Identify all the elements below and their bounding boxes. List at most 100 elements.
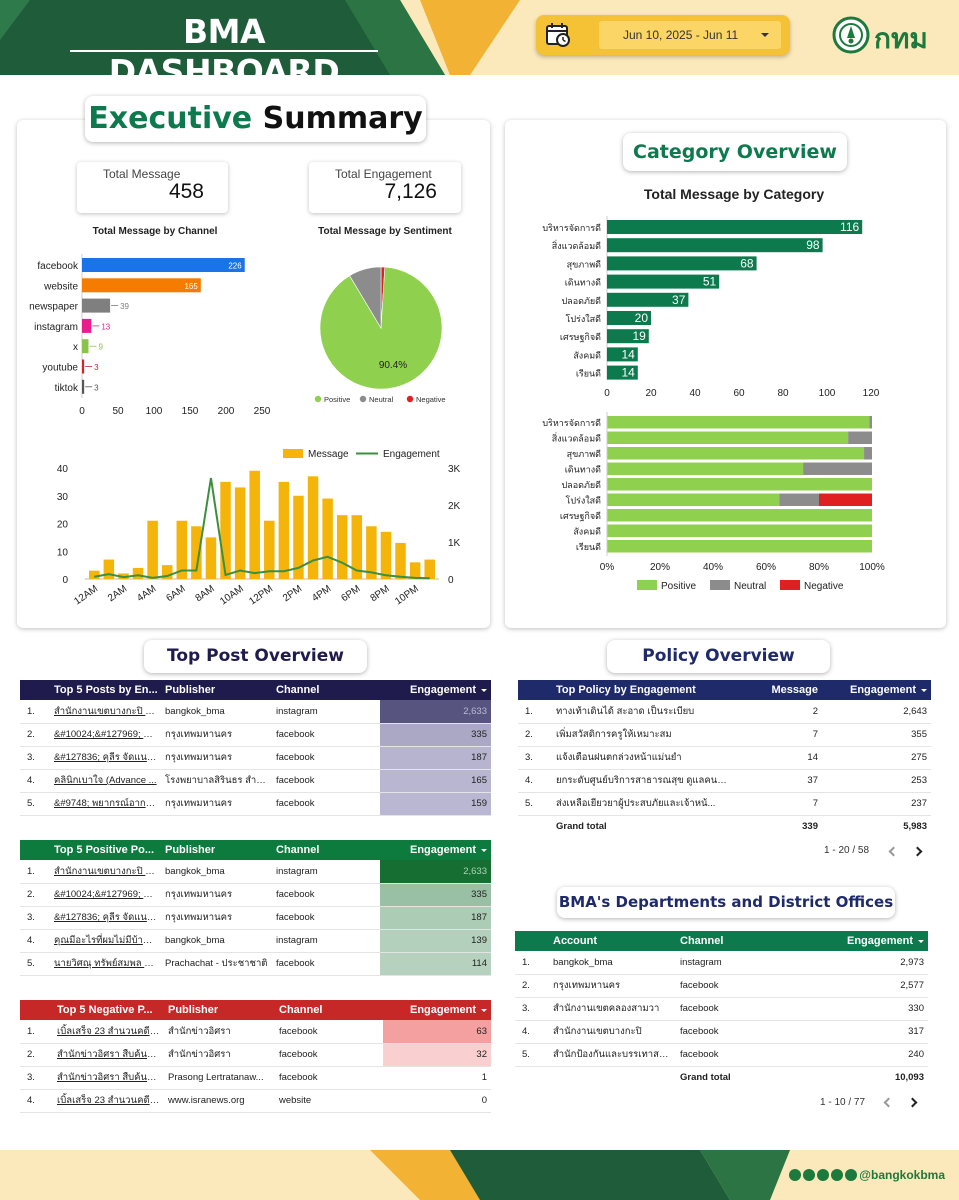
category-label: x xyxy=(73,342,78,353)
col-post[interactable]: Top 5 Negative P... xyxy=(57,1004,153,1016)
data-label: 3 xyxy=(94,383,99,392)
row-index: 3. xyxy=(518,746,552,770)
table-row[interactable]: 3. &#127836; คุลีร จัดแนว... กรุงเทพมหานคร… xyxy=(20,906,491,930)
table-row[interactable]: 1. bangkok_bma instagram 2,973 xyxy=(515,951,928,975)
bar xyxy=(607,238,823,253)
x-tick-label: 10AM xyxy=(218,583,246,607)
col-engagement[interactable]: Engagement xyxy=(383,1000,491,1020)
chevron-right-icon[interactable] xyxy=(912,846,923,857)
blank-cell xyxy=(515,1066,549,1089)
table-row[interactable]: 4. คลินิกเบาใจ (Advance ... โรงพยาบาลสิริน… xyxy=(20,769,491,793)
category-label: เดินทางดี xyxy=(565,465,601,475)
bar xyxy=(103,559,115,579)
x-tick-label: 40 xyxy=(689,388,701,399)
table-row[interactable]: 4. สำนักงานเขตบางกะปิ facebook 317 xyxy=(515,1020,928,1044)
col-engagement[interactable]: Engagement xyxy=(822,680,931,700)
grand-total-engagement: 10,093 xyxy=(894,1072,924,1084)
legend-label: Neutral xyxy=(369,395,394,404)
data-label: 226 xyxy=(228,262,242,271)
bar xyxy=(607,365,638,380)
col-channel[interactable]: Channel xyxy=(276,684,320,696)
table-row[interactable]: 3. แจ้งเตือนฝนตกล่วงหน้าแม่นยำ 14 275 xyxy=(518,746,931,770)
row-index: 5. xyxy=(518,792,552,816)
table-row[interactable]: 5. &#9748; พยากรณ์อากา... กรุงเทพมหานคร fac… xyxy=(20,792,491,816)
channel-cell: facebook xyxy=(275,1043,383,1067)
table-row[interactable]: 3. สำนักงานเขตคลองสามวา facebook 330 xyxy=(515,997,928,1021)
header-bar: BMA DASHBOARD Jun 10, 2025 - Jun 11 กทม xyxy=(0,0,959,75)
table-row[interactable]: 1. เบิ้ลเสร็จ 23 สำนวนคดี! เจ... สำนักข่าว… xyxy=(20,1020,491,1044)
legend-marker xyxy=(359,395,367,403)
youtube-icon[interactable] xyxy=(831,1169,844,1181)
col-engagement[interactable]: Engagement xyxy=(380,680,491,700)
chevron-left-icon[interactable] xyxy=(888,846,899,857)
x-tick-label: 80% xyxy=(809,562,829,573)
table-row[interactable]: 2. กรุงเทพมหานคร facebook 2,577 xyxy=(515,974,928,998)
row-index: 3. xyxy=(20,746,50,770)
table-row[interactable]: 3. สำนักข่าวอิศรา สืบค้นข้อมู... Prasong L… xyxy=(20,1066,491,1090)
x-icon[interactable] xyxy=(789,1169,802,1181)
table-row[interactable]: 2. สำนักข่าวอิศรา สืบค้นข้อมู... สำนักข่าว… xyxy=(20,1043,491,1067)
chevron-left-icon[interactable] xyxy=(883,1097,894,1108)
col-channel[interactable]: Channel xyxy=(680,935,724,947)
row-index: 3. xyxy=(20,1066,53,1090)
account-cell: กรุงเทพมหานคร xyxy=(549,974,676,998)
table-row[interactable]: 1. สำนักงานเขตบางกะปิ ตรว... bangkok_bma in… xyxy=(20,700,491,724)
stacked-bar-segment xyxy=(607,431,849,444)
col-engagement[interactable]: Engagement xyxy=(380,840,491,860)
col-publisher[interactable]: Publisher xyxy=(165,844,216,856)
col-policy[interactable]: Top Policy by Engagement xyxy=(556,684,696,696)
executive-summary-title: Executive Summary xyxy=(85,96,426,142)
col-post[interactable]: Top 5 Posts by En... xyxy=(54,684,158,696)
pie-slice xyxy=(349,266,382,330)
table-row[interactable]: 5. ส่งเหลือเยียวยาผู้ประสบภัยและเจ้าหน้..… xyxy=(518,792,931,816)
social-handle: @bangkokbma xyxy=(859,1168,945,1182)
bar xyxy=(234,487,246,579)
row-index: 2. xyxy=(20,1043,53,1067)
category-label: สังคมดี xyxy=(573,350,601,360)
col-post[interactable]: Top 5 Positive Po... xyxy=(54,844,155,856)
bar xyxy=(82,359,85,374)
channel-cell: facebook xyxy=(676,997,796,1021)
table-row[interactable]: 2. &#10024;&#127969; กรุงเ... กรุงเทพมหานค… xyxy=(20,883,491,907)
category-label: สุขภาพดี xyxy=(567,259,602,270)
col-engagement[interactable]: Engagement xyxy=(796,931,928,951)
table-row[interactable]: 2. &#10024;&#127969; กรุงเ... กรุงเทพมหานค… xyxy=(20,723,491,747)
instagram-icon[interactable] xyxy=(817,1169,830,1181)
data-label: 14 xyxy=(621,366,635,380)
bar xyxy=(191,526,202,579)
table-row[interactable]: 4. ยกระดับศูนย์บริการสาธารณสุข ดูแลคน ก..… xyxy=(518,769,931,793)
date-range-select[interactable]: Jun 10, 2025 - Jun 11 xyxy=(599,21,781,49)
col-channel[interactable]: Channel xyxy=(276,844,320,856)
chevron-right-icon[interactable] xyxy=(907,1097,918,1108)
col-channel[interactable]: Channel xyxy=(279,1004,323,1016)
table-row[interactable]: 5. สำนักป้องกันและบรรเทาสาธาร... facebook 2… xyxy=(515,1043,928,1067)
x-tick-label: 40% xyxy=(703,562,723,573)
table-row[interactable]: 1. สำนักงานเขตบางกะปิ ตรว... bangkok_bma in… xyxy=(20,860,491,884)
col-publisher[interactable]: Publisher xyxy=(168,1004,219,1016)
table-row[interactable]: 4. เบิ้ลเสร็จ 23 สำนวนคดี! เจ... www.isran… xyxy=(20,1089,491,1113)
y-tick-label: 20 xyxy=(57,520,69,531)
stacked-bar-segment xyxy=(819,493,872,506)
col-publisher[interactable]: Publisher xyxy=(165,684,216,696)
x-tick-label: 60 xyxy=(733,388,745,399)
stacked-bar-segment xyxy=(848,431,872,444)
tiktok-icon[interactable] xyxy=(845,1169,858,1181)
facebook-icon[interactable] xyxy=(803,1169,816,1181)
y2-tick-label: 2K xyxy=(448,501,461,512)
table-row[interactable]: 4. คุณมีอะไรที่ผมไม่มีบ้าง? ... bangkok_bm… xyxy=(20,929,491,953)
table-row[interactable]: 3. &#127836; คุลีร จัดแนว... กรุงเทพมหานคร… xyxy=(20,746,491,770)
account-cell: สำนักงานเขตคลองสามวา xyxy=(549,997,676,1021)
table-row[interactable]: 5. นายวิศณุ ทรัพย์สมพล รอง... Prachachat -… xyxy=(20,952,491,976)
kpi-total-message-value: 458 xyxy=(168,180,204,203)
table-row[interactable]: 2. เพิ่มสวัสดิการครูให้เหมาะสม 7 355 xyxy=(518,723,931,747)
grand-total-row: Grand total 10,093 xyxy=(515,1066,928,1089)
table-row[interactable]: 1. ทางเท้าเดินได้ สะอาด เป็นระเบียบ 2 2,643 xyxy=(518,700,931,724)
sort-desc-icon xyxy=(918,939,924,943)
col-message[interactable]: Message xyxy=(771,684,818,696)
category-label: โปร่งใสดี xyxy=(565,496,601,506)
policy-cell: ส่งเหลือเยียวยาผู้ประสบภัยและเจ้าหน้... xyxy=(552,792,732,816)
publisher-cell: กรุงเทพมหานคร xyxy=(161,906,272,930)
kpi-total-message: Total Message 458 xyxy=(77,162,228,213)
row-index: 1. xyxy=(20,1020,53,1044)
col-account[interactable]: Account xyxy=(553,935,597,947)
